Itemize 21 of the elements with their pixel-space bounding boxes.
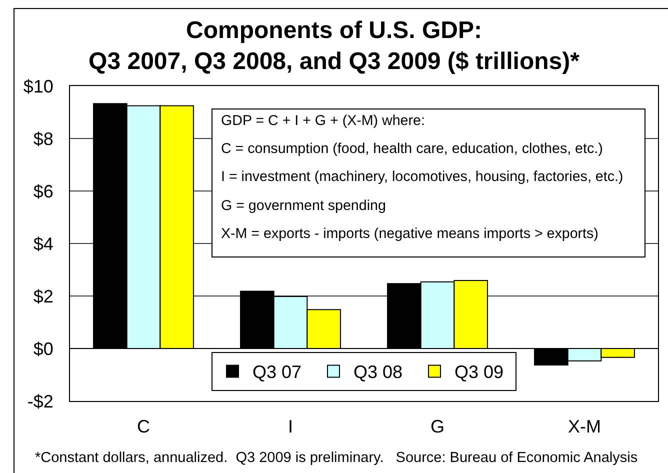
y-tick-label: $8: [33, 128, 54, 149]
y-tick-label: $10: [23, 76, 54, 96]
annotation: GDP = C + I + G + (X-M) where:: [221, 113, 425, 129]
annotation: I = investment (machinery, locomotives, housing, factories, etc.): [221, 169, 624, 185]
legend-label: Q3 08: [354, 362, 403, 382]
y-tick-label: $2: [33, 286, 54, 306]
legend-label: Q3 07: [252, 362, 302, 382]
annotation: X-M = exports - imports (negative means imports > exports): [221, 226, 598, 242]
y-tick-label: $6: [33, 181, 54, 202]
legend-label: Q3 09: [454, 362, 504, 382]
x-tick-label: G: [430, 416, 445, 437]
y-tick-label: $0: [33, 338, 54, 359]
y-tick-label: -$2: [27, 391, 54, 412]
x-tick-label: X-M: [568, 416, 601, 437]
annotation: G = government spending: [221, 198, 386, 214]
annotation: C = consumption (food, health care, education, clothes, etc.): [221, 141, 603, 157]
x-tick-label: C: [137, 416, 150, 437]
text: *Constant dollars, annualized. Q3 2009 is preliminary. Source: Bureau of Economic Analysis: [35, 450, 638, 466]
x-tick-label: I: [288, 416, 294, 437]
y-tick-label: $4: [33, 234, 54, 254]
chart-title: Components of U.S. GDP: Q3 2007, Q3 2008, and Q3 2009 ($ trillions)*: [88, 17, 580, 76]
